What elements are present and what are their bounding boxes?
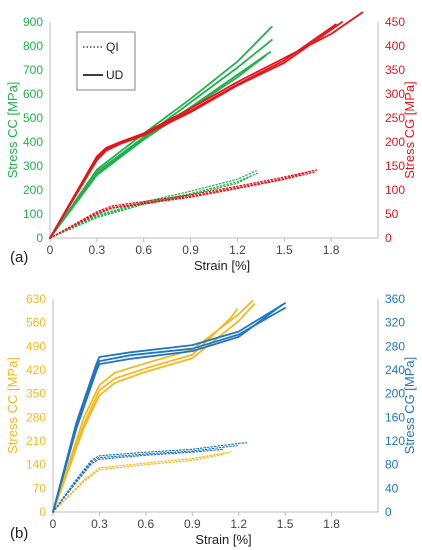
- y-left-tick-label: 280: [26, 410, 46, 424]
- series-line-left-solid: [49, 25, 273, 239]
- series-line-left-solid: [52, 308, 239, 513]
- x-tick-label: 0.6: [135, 243, 152, 257]
- legend-label: QI: [106, 40, 119, 54]
- y-right-tick-label: 150: [385, 159, 405, 173]
- y-right-tick-label: 240: [385, 363, 405, 377]
- x-tick-label: 0.3: [89, 243, 106, 257]
- y-left-tick-label: 70: [33, 481, 47, 495]
- y-left-tick-label: 0: [39, 505, 46, 519]
- x-tick-label: 0: [50, 517, 57, 531]
- chart-panel-b: 0 0.3 0.6 0.9 1.2 1.5 1.8 0 70 140 210 280 350 420 490…: [5, 292, 417, 547]
- y-right-tick-label: 160: [385, 410, 405, 424]
- series-line-right-dotted: [49, 170, 313, 239]
- y-left-tick-label: 0: [36, 231, 43, 245]
- y-left-tick-label: 100: [23, 207, 43, 221]
- x-tick-label: 1.2: [229, 243, 246, 257]
- y-left-tick-label: 560: [26, 316, 46, 330]
- y-right-tick-label: 400: [385, 39, 405, 53]
- y-right-tick-label: 350: [385, 63, 405, 77]
- x-tick-label: 0.9: [184, 517, 201, 531]
- y-left-tick-label: 200: [23, 183, 43, 197]
- y-left-tick-label: 400: [23, 135, 43, 149]
- y-axis-left-label: Stress CC [MPa]: [5, 357, 20, 454]
- series-line-right-solid: [52, 306, 287, 513]
- y-right-tick-label: 80: [385, 458, 399, 472]
- series-line-left-solid: [52, 303, 256, 513]
- y-left-tick-label: 500: [23, 111, 43, 125]
- y-left-tick-label: 300: [23, 159, 43, 173]
- y-right-tick-label: 450: [385, 15, 405, 29]
- x-tick-label: 1.5: [277, 517, 294, 531]
- y-left-tick-label: 140: [26, 458, 46, 472]
- y-right-tick-label: 360: [385, 292, 405, 306]
- series-line-right-dotted: [49, 171, 317, 239]
- y-left-tick-label: 630: [26, 292, 46, 306]
- x-tick-label: 0.9: [182, 243, 199, 257]
- chart-panel-a: 0 0.3 0.6 0.9 1.2 1.5 1.8010020030040050060070…: [5, 11, 417, 273]
- series-line-right-dotted: [49, 169, 318, 239]
- x-tick-label: 1.5: [276, 243, 293, 257]
- series-line-right-dotted: [52, 442, 248, 513]
- series-line-right-dotted: [52, 448, 224, 513]
- y-left-tick-label: 420: [26, 363, 46, 377]
- series-line-right-dotted: [52, 445, 238, 513]
- y-axis-right-label: Stress CG [MPa]: [402, 81, 417, 179]
- x-axis-label: Strain [%]: [195, 532, 251, 547]
- x-tick-label: 1.8: [323, 517, 340, 531]
- panel-label: (a): [10, 249, 28, 266]
- y-right-tick-label: 300: [385, 87, 405, 101]
- legend-label: UD: [106, 68, 124, 82]
- panel-label: (b): [10, 525, 28, 542]
- y-left-tick-label: 700: [23, 63, 43, 77]
- series-line-left-dotted: [49, 174, 254, 239]
- legend-box: [76, 31, 136, 91]
- series-line-right-solid: [52, 302, 287, 513]
- y-right-tick-label: 50: [385, 207, 399, 221]
- series-line-left-dotted: [52, 453, 224, 513]
- y-axis-right-label: Stress CG [MPa]: [402, 357, 417, 455]
- y-right-tick-label: 100: [385, 183, 405, 197]
- legend: QI UD: [76, 31, 136, 91]
- series-line-left-dotted: [52, 451, 232, 513]
- series-line-right-solid: [52, 303, 283, 513]
- y-left-tick-label: 900: [23, 15, 43, 29]
- y-left-tick-label: 600: [23, 87, 43, 101]
- y-right-tick-label: 0: [385, 505, 392, 519]
- series-line-left-solid: [52, 299, 254, 513]
- x-tick-label: 0: [47, 243, 54, 257]
- y-right-tick-label: 320: [385, 316, 405, 330]
- x-tick-label: 1.2: [230, 517, 247, 531]
- y-left-tick-label: 210: [26, 434, 46, 448]
- y-right-tick-label: 120: [385, 434, 405, 448]
- y-left-tick-label: 800: [23, 39, 43, 53]
- y-right-tick-label: 250: [385, 111, 405, 125]
- y-right-tick-label: 200: [385, 135, 405, 149]
- y-axis-left-label: Stress CC [MPa]: [5, 82, 20, 179]
- y-right-tick-label: 40: [385, 481, 399, 495]
- y-left-tick-label: 490: [26, 339, 46, 353]
- x-tick-label: 0.6: [138, 517, 155, 531]
- series-line-left-solid: [49, 39, 273, 239]
- x-tick-label: 0.3: [91, 517, 108, 531]
- y-right-tick-label: 280: [385, 339, 405, 353]
- series-line-right-solid: [49, 21, 344, 239]
- series-line-left-dotted: [49, 170, 257, 239]
- x-axis-label: Strain [%]: [194, 258, 250, 273]
- x-tick-label: 1.8: [323, 243, 340, 257]
- y-right-tick-label: 200: [385, 387, 405, 401]
- y-right-tick-label: 0: [385, 231, 392, 245]
- y-left-tick-label: 350: [26, 387, 46, 401]
